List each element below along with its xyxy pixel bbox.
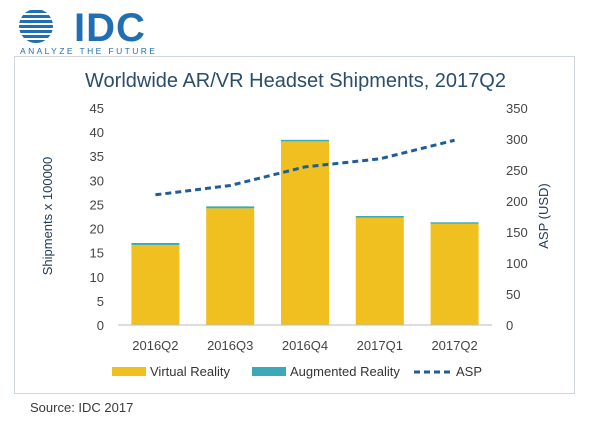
left-tick-label: 0 (97, 318, 104, 333)
left-tick-label: 30 (90, 173, 104, 188)
chart-title: Worldwide AR/VR Headset Shipments, 2017Q… (85, 70, 506, 92)
legend-swatch-ar (252, 367, 286, 376)
x-tick-label: 2017Q1 (357, 338, 403, 353)
right-tick-label: 100 (506, 256, 528, 271)
right-tick-label: 150 (506, 225, 528, 240)
bar-virtual-reality (281, 141, 329, 325)
source-note: Source: IDC 2017 (30, 400, 134, 415)
left-tick-label: 20 (90, 222, 104, 237)
asp-line (155, 138, 455, 197)
bar-augmented-reality (206, 206, 255, 209)
legend-label-vr: Virtual Reality (150, 364, 230, 379)
right-tick-label: 200 (506, 194, 528, 209)
globe-icon (19, 10, 53, 43)
left-tick-label: 10 (90, 270, 104, 285)
right-tick-label: 350 (506, 101, 528, 116)
logo-text: IDC (74, 6, 146, 50)
idc-logo: IDC ANALYZE THE FUTURE (8, 6, 168, 56)
legend-swatch-vr (112, 367, 146, 376)
right-tick-label: 50 (506, 287, 520, 302)
bar-virtual-reality (430, 223, 479, 325)
legend: Virtual Reality Augmented Reality ASP (112, 364, 482, 379)
left-tick-label: 45 (90, 101, 104, 116)
left-axis-title: Shipments x 100000 (40, 157, 55, 276)
left-tick-label: 15 (90, 246, 104, 261)
logo-tagline: ANALYZE THE FUTURE (20, 46, 158, 56)
legend-label-asp: ASP (456, 364, 482, 379)
bar-augmented-reality (281, 139, 329, 142)
left-tick-label: 25 (90, 197, 104, 212)
bar-virtual-reality (206, 208, 255, 325)
bar-virtual-reality (131, 244, 180, 325)
chart-frame (14, 56, 575, 394)
x-tick-label: 2017Q2 (431, 338, 477, 353)
bar-augmented-reality (430, 222, 479, 224)
x-axis-ticks: 2016Q2 2016Q3 2016Q4 2017Q1 2017Q2 (132, 338, 477, 353)
legend-label-ar: Augmented Reality (290, 364, 400, 379)
bar-augmented-reality (131, 243, 180, 245)
left-tick-label: 40 (90, 125, 104, 140)
left-tick-label: 5 (97, 294, 104, 309)
right-tick-label: 0 (506, 318, 513, 333)
bars-group (131, 139, 479, 325)
x-tick-label: 2016Q2 (132, 338, 178, 353)
right-axis-title: ASP (USD) (536, 183, 551, 249)
left-tick-label: 35 (90, 149, 104, 164)
right-tick-label: 300 (506, 132, 528, 147)
asp-line-group (155, 138, 455, 197)
left-axis-ticks: 0 5 10 15 20 25 30 35 40 45 (90, 101, 104, 333)
x-tick-label: 2016Q4 (282, 338, 328, 353)
x-tick-label: 2016Q3 (207, 338, 253, 353)
right-tick-label: 250 (506, 163, 528, 178)
bar-virtual-reality (355, 217, 404, 325)
bar-augmented-reality (355, 216, 404, 218)
right-axis-ticks: 0 50 100 150 200 250 300 350 (506, 101, 528, 333)
